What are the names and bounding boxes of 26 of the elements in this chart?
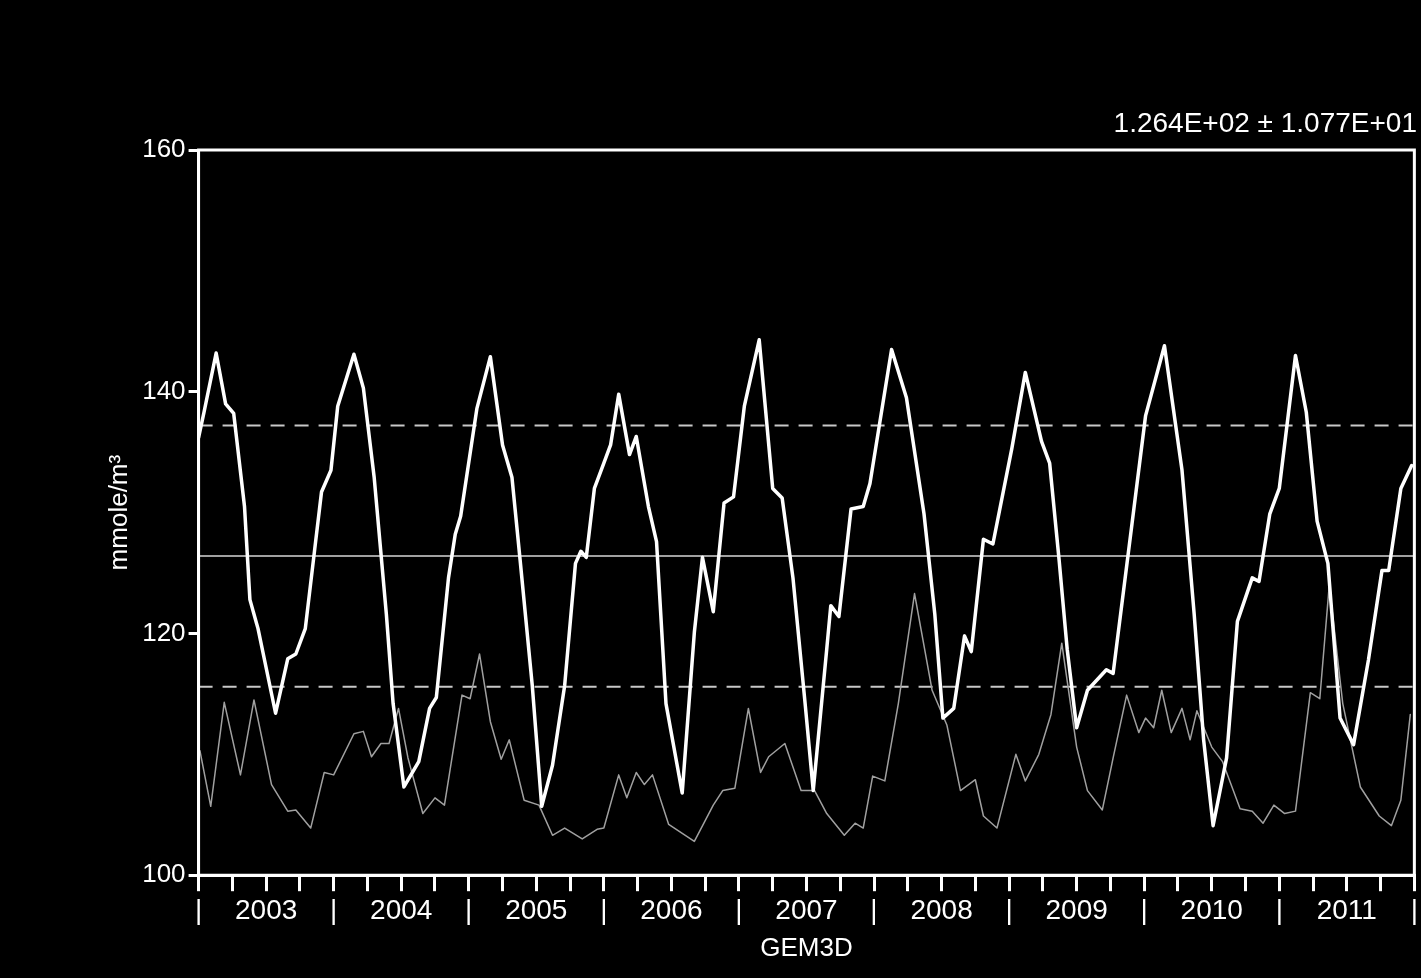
x-tick-label: 2004	[370, 893, 433, 925]
x-tick-label: 2011	[1316, 893, 1377, 925]
y-tick-label: 100	[142, 858, 186, 889]
x-tick-label: 2007	[775, 893, 838, 925]
y-tick-label: 140	[142, 374, 186, 405]
x-tick-label: 2003	[234, 893, 298, 925]
y-axis-title: mmole/m³	[102, 454, 133, 571]
x-tick-label: |	[1005, 893, 1013, 925]
x-tick-label: |	[1410, 893, 1418, 925]
y-tick-label: 160	[142, 133, 186, 164]
y-tick-label: 120	[142, 616, 186, 647]
x-tick-label: |	[330, 893, 338, 925]
x-tick-label: |	[735, 893, 743, 925]
x-axis-title: GEM3D	[760, 931, 853, 962]
x-tick-label: |	[465, 893, 473, 925]
x-tick-label: |	[870, 893, 878, 925]
x-tick-label: |	[1275, 893, 1283, 925]
x-tick-label: |	[1140, 893, 1148, 925]
x-tick-label: |	[600, 893, 608, 925]
x-tick-label: 2010	[1180, 893, 1243, 925]
text: 1.264E+02 ± 1.077E+01	[1113, 106, 1417, 138]
x-tick-label: 2006	[640, 893, 703, 925]
x-tick-label: 2008	[910, 893, 973, 925]
x-tick-label: 2009	[1045, 893, 1108, 925]
x-tick-label: |	[194, 893, 203, 925]
x-tick-label: 2005	[505, 893, 568, 925]
